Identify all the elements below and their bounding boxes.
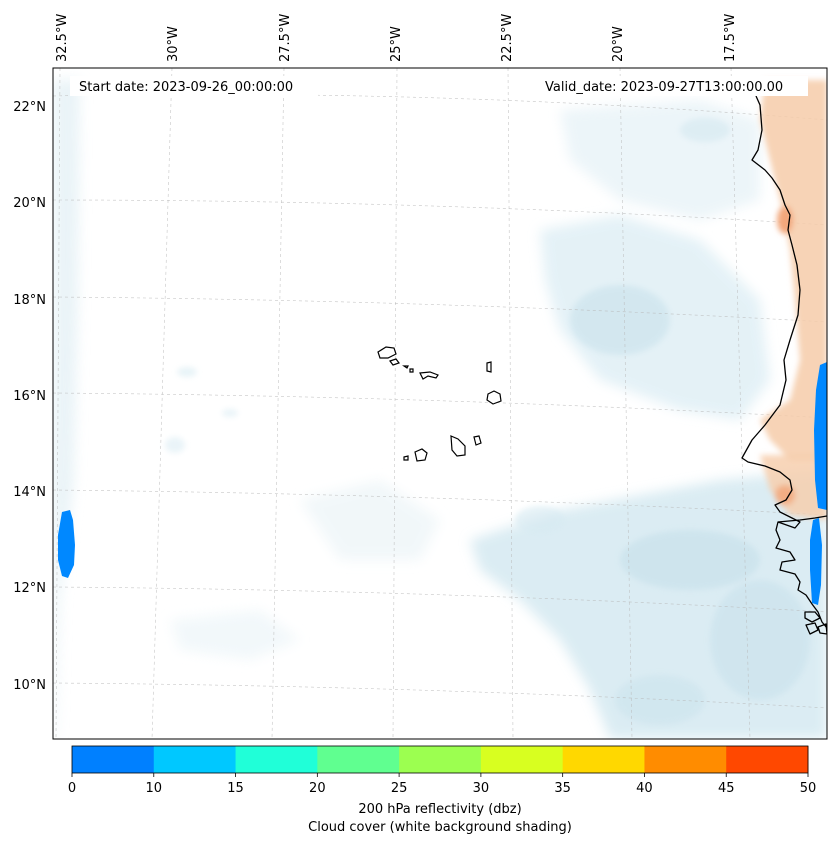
- island-boa-vista: [486, 390, 502, 405]
- colorbar-tick-label-1: 10: [146, 781, 163, 796]
- cloud-central-south: [300, 480, 440, 560]
- latitude-labels: 22°N 20°N 18°N 16°N 14°N 12°N 10°N: [13, 100, 46, 693]
- island-santiago: [450, 435, 466, 457]
- lon-label-30w: 30°W: [166, 26, 181, 62]
- lat-label-22n: 22°N: [13, 100, 46, 115]
- island-sao-vicente: [389, 358, 400, 366]
- lon-label-27-5w: 27.5°W: [278, 14, 293, 62]
- lon-label-20w: 20°W: [611, 26, 626, 62]
- map-layers: [53, 68, 827, 739]
- valid-date-annotation: Valid_date: 2023-09-27T13:00:00.00: [536, 76, 808, 96]
- colorbar-segment-5: [480, 746, 564, 773]
- island-santo-antao: [377, 346, 397, 359]
- map-border: [52, 67, 828, 740]
- colorbar-tick-label-3: 20: [309, 781, 326, 796]
- colorbar-tick-label-4: 25: [391, 781, 408, 796]
- cloud-west-strip: [53, 80, 80, 739]
- colorbar-tick-label-8: 45: [718, 781, 735, 796]
- lat-label-14n: 14°N: [13, 485, 46, 500]
- colorbar-segments: [72, 746, 809, 773]
- cape-verde-islands: [377, 346, 502, 462]
- colorbar-segment-0: [72, 746, 155, 773]
- colorbar-segment-4: [399, 746, 482, 773]
- lat-label-12n: 12°N: [13, 581, 46, 596]
- longitude-labels: 32.5°W 30°W 27.5°W 25°W 22.5°W 20°W 17.5…: [55, 14, 738, 62]
- start-date-annotation: Start date: 2023-09-26_00:00:00: [70, 76, 318, 96]
- colorbar-tick-label-6: 35: [554, 781, 571, 796]
- cloud-southwest: [170, 610, 300, 660]
- lon-label-32-5w: 32.5°W: [55, 14, 70, 62]
- land-shading-north: [760, 80, 827, 460]
- colorbar-segment-1: [153, 746, 237, 773]
- colorbar-segment-8: [726, 746, 809, 773]
- colorbar-segment-7: [644, 746, 727, 773]
- gambia-river-coast: [777, 515, 827, 523]
- lat-label-20n: 20°N: [13, 196, 46, 211]
- colorbar-border: [71, 745, 809, 774]
- island-sal: [486, 361, 492, 373]
- cloud-cover-detail: [165, 118, 810, 725]
- colorbar-segment-6: [562, 746, 645, 773]
- lat-label-10n: 10°N: [13, 678, 46, 693]
- colorbar-label-line2: Cloud cover (white background shading): [308, 820, 572, 835]
- reflectivity-east-north: [814, 362, 827, 510]
- island-maio: [473, 435, 482, 446]
- colorbar-tick-label-9: 50: [800, 781, 817, 796]
- start-date-label: Start date: 2023-09-26_00:00:00: [79, 80, 293, 95]
- colorbar: 0 10 15 20 25 30 35 40 45 50 200 hPa reflectivity…: [68, 745, 816, 835]
- colorbar-segment-3: [317, 746, 400, 773]
- colorbar-tick-label-2: 15: [227, 781, 244, 796]
- colorbar-label-line1: 200 hPa reflectivity (dbz): [358, 802, 521, 817]
- guinea-coast-detail: [804, 611, 827, 635]
- lat-label-16n: 16°N: [13, 389, 46, 404]
- lon-label-25w: 25°W: [389, 26, 404, 62]
- colorbar-tick-label-0: 0: [68, 781, 76, 796]
- island-fogo: [414, 448, 428, 462]
- lon-label-22-5w: 22.5°W: [500, 14, 515, 62]
- reflectivity-east-south: [810, 518, 822, 605]
- island-brava: [403, 455, 409, 461]
- colorbar-tick-label-7: 40: [636, 781, 653, 796]
- colorbar-tick-label-5: 30: [473, 781, 490, 796]
- island-santa-luzia: [402, 365, 409, 369]
- reflectivity-west: [58, 510, 75, 578]
- african-coastline: [741, 95, 827, 629]
- island-sao-nicolau: [409, 368, 439, 380]
- colorbar-segment-2: [235, 746, 318, 773]
- valid-date-label: Valid_date: 2023-09-27T13:00:00.00: [545, 80, 783, 95]
- lon-label-17-5w: 17.5°W: [723, 14, 738, 62]
- colorbar-ticks: 0 10 15 20 25 30 35 40 45 50: [68, 773, 816, 796]
- lat-label-18n: 18°N: [13, 293, 46, 308]
